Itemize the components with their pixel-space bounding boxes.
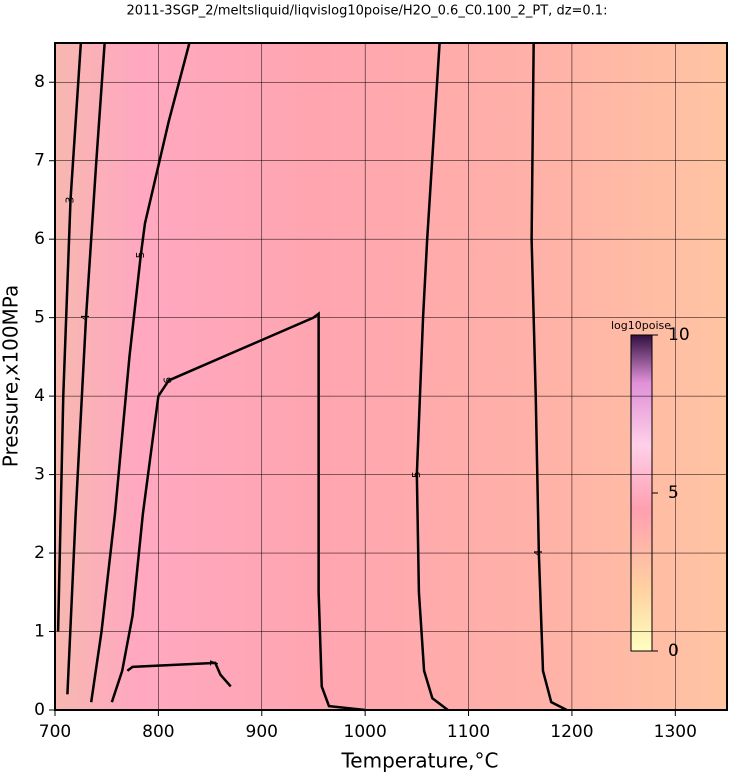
- x-tick-label: 1000: [344, 722, 387, 742]
- contour-line: [66, 42, 106, 695]
- contour-line: [110, 311, 366, 712]
- contour-line: [126, 661, 232, 688]
- x-tick-label: 700: [39, 722, 71, 742]
- colorbar-label: log10poise: [611, 319, 671, 332]
- y-tick-label: 0: [34, 700, 45, 720]
- chart-title: 2011-3SGP_2/meltsliquid/liqvislog10poise…: [127, 4, 608, 19]
- contour-label: 5: [134, 251, 147, 258]
- x-tick-label: 1300: [654, 722, 697, 742]
- contour-label: 6: [162, 377, 175, 384]
- contour-line: [415, 42, 449, 711]
- x-tick-label: 800: [142, 722, 174, 742]
- x-tick-label: 1200: [550, 722, 593, 742]
- contour-line: [530, 42, 568, 712]
- y-tick-label: 7: [34, 151, 45, 171]
- x-tick-label: 1100: [447, 722, 490, 742]
- colorbar-tick-label: 10: [668, 325, 690, 345]
- y-tick-label: 3: [34, 465, 45, 485]
- y-tick-label: 8: [34, 72, 45, 92]
- contour-label: 7: [208, 659, 221, 666]
- colorbar-tick-label: 5: [668, 483, 679, 503]
- y-tick-label: 1: [34, 622, 45, 642]
- x-axis-label: Temperature,°C: [340, 749, 498, 773]
- y-axis-label: Pressure,x100MPa: [0, 285, 23, 467]
- contour-label: 3: [64, 196, 77, 203]
- colorbar: [630, 334, 653, 652]
- y-tick-label: 4: [34, 386, 45, 406]
- colorbar-tick-label: 0: [668, 641, 679, 661]
- contour-line: [89, 42, 191, 703]
- contour-label: 4: [532, 550, 545, 557]
- y-tick-label: 2: [34, 543, 45, 563]
- contour-label: 4: [79, 314, 92, 321]
- plot-background: [55, 43, 727, 710]
- contour-line: [56, 42, 83, 632]
- y-tick-label: 6: [34, 229, 45, 249]
- contour-label: 5: [410, 471, 423, 478]
- y-tick-label: 5: [34, 308, 45, 328]
- x-tick-label: 900: [246, 722, 278, 742]
- plot-frame: [54, 42, 728, 711]
